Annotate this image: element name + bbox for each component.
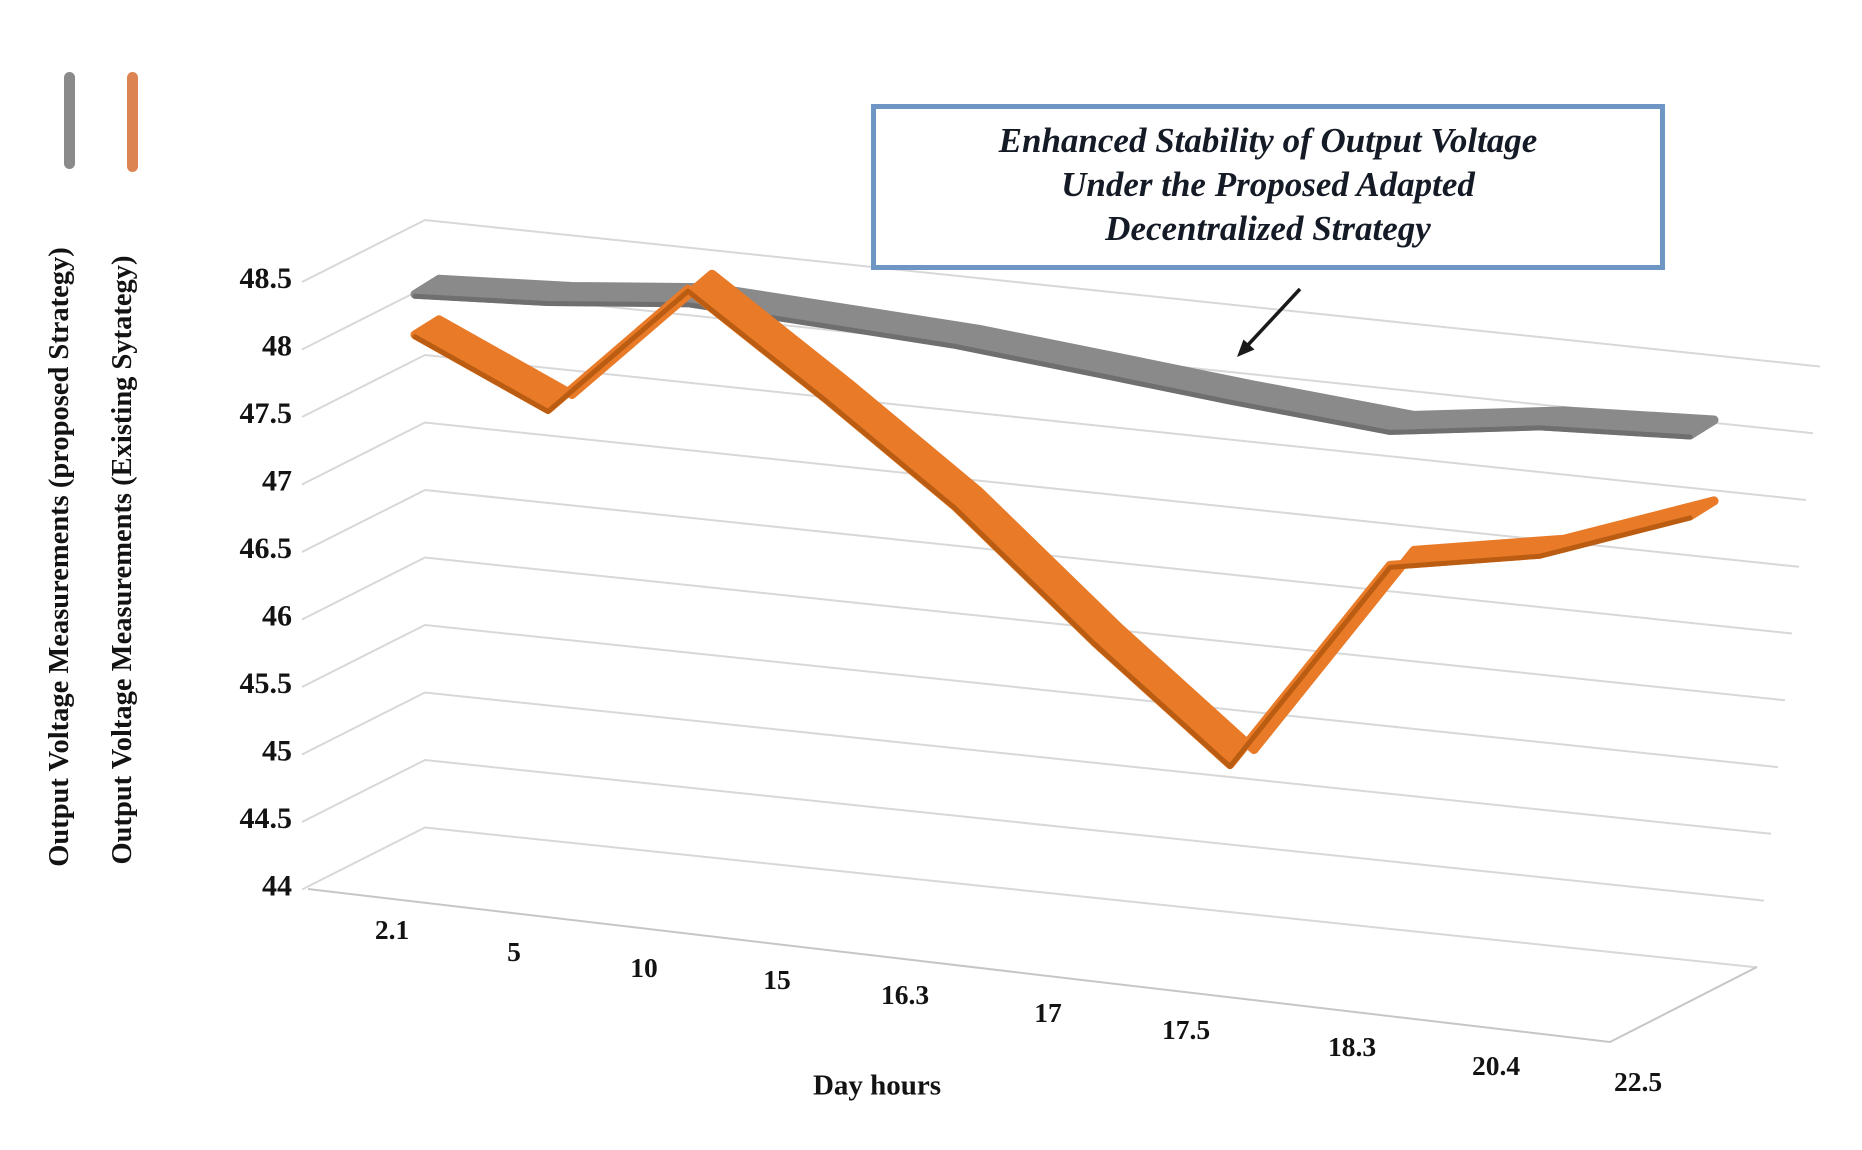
x-axis-labels: 2.1 5 10 15 16.3 17 17.5 18.3 20.4 22.5	[375, 914, 1662, 1097]
y-tick-label: 47	[262, 465, 292, 498]
x-axis-title: Day hours	[812, 1069, 942, 1102]
y-axis-labels: 48.5 48 47.5 47 46.5 46 45.5 45 44.5 44	[240, 262, 293, 903]
x-tick-label: 17	[1034, 997, 1062, 1028]
x-tick-label: 22.5	[1614, 1066, 1662, 1097]
annotation-arrow	[1237, 287, 1302, 357]
chart-title-line-3: Decentralized Strategy	[1105, 209, 1431, 249]
floor-edge	[307, 888, 1758, 1044]
legend-swatch-proposed	[64, 72, 75, 169]
x-tick-label: 17.5	[1162, 1014, 1210, 1045]
gridlines	[301, 218, 1821, 1044]
y-tick-label: 44.5	[240, 802, 293, 835]
gridline	[301, 623, 1779, 769]
x-tick-label: 15	[763, 964, 791, 995]
x-tick-label: 16.3	[881, 979, 929, 1010]
legend-label-proposed: Output Voltage Measurements (proposed St…	[44, 247, 75, 867]
series-existing-ribbon	[410, 269, 1719, 770]
legend-label-existing: Output Voltage Measurements (Existing Sy…	[107, 255, 138, 865]
gridline	[301, 353, 1807, 501]
series-proposed-ribbon-underside	[412, 293, 1693, 440]
y-tick-label: 46	[262, 600, 292, 633]
y-tick-label: 44	[262, 870, 292, 903]
y-tick-label: 46.5	[240, 532, 293, 565]
gridline	[301, 218, 1821, 368]
x-tick-label: 5	[507, 936, 521, 967]
gridline	[301, 826, 1758, 969]
y-tick-label: 45.5	[240, 667, 293, 700]
chart-title-box: Enhanced Stability of Output Voltage Und…	[871, 104, 1665, 271]
chart-title-line-2: Under the Proposed Adapted	[1061, 165, 1475, 205]
y-tick-label: 48	[262, 330, 292, 363]
legend-swatch-existing	[127, 72, 138, 172]
gridline	[301, 488, 1793, 635]
chart-title-line-1: Enhanced Stability of Output Voltage	[998, 121, 1538, 160]
y-tick-label: 48.5	[240, 262, 293, 295]
x-tick-label: 10	[630, 952, 658, 983]
gridline	[301, 421, 1800, 568]
gridline	[301, 691, 1772, 835]
x-tick-label: 18.3	[1328, 1031, 1376, 1062]
y-tick-label: 45	[262, 735, 292, 768]
y-tick-label: 47.5	[240, 397, 293, 430]
arrow-head-icon	[1237, 339, 1255, 357]
gridline	[301, 758, 1765, 902]
x-tick-label: 20.4	[1472, 1050, 1520, 1081]
x-tick-label: 2.1	[375, 914, 409, 945]
arrow-shaft	[1245, 287, 1302, 348]
series-existing-ribbon-underside	[412, 288, 1693, 770]
